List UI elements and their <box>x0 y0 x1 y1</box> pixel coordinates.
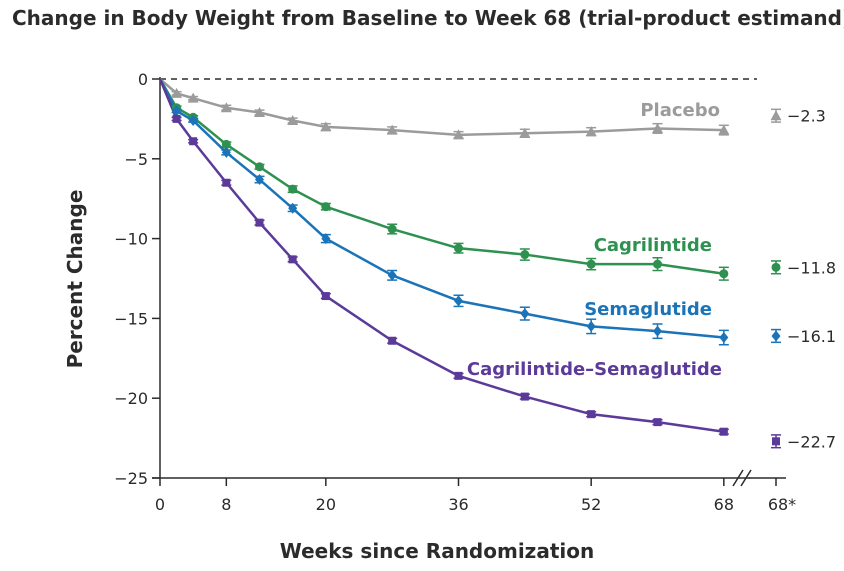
data-point-semaglutide <box>586 320 596 332</box>
final-value-label-semaglutide: −16.1 <box>787 327 836 346</box>
data-point-placebo <box>585 126 597 137</box>
x-axis-break-mark <box>740 469 752 487</box>
x-tick-label: 52 <box>581 495 601 514</box>
final-point-semaglutide <box>771 330 781 342</box>
final-point-cagrilintide <box>771 262 781 272</box>
x-tick-label: 0 <box>155 495 165 514</box>
series-label-semaglutide: Semaglutide <box>584 299 712 320</box>
x-tick-label-final: 68* <box>768 495 796 514</box>
data-point-semaglutide <box>255 174 264 186</box>
data-point-placebo <box>220 102 232 113</box>
x-axis-label: Weeks since Randomization <box>280 539 594 563</box>
data-point-placebo <box>171 87 183 98</box>
data-point-cagrilintide-semaglutide <box>321 292 330 301</box>
data-point-cagrilintide-semaglutide <box>454 371 463 380</box>
data-point-cagrilintide <box>288 184 298 194</box>
data-point-semaglutide <box>719 332 729 344</box>
x-axis-break-mark <box>732 469 744 487</box>
data-point-cagrilintide <box>586 259 596 269</box>
y-tick-label: −20 <box>114 389 148 408</box>
data-point-cagrilintide-semaglutide <box>388 336 397 345</box>
markers-layer <box>171 87 782 449</box>
data-point-semaglutide <box>653 325 662 337</box>
data-point-cagrilintide-semaglutide <box>222 178 231 187</box>
y-tick-label: −5 <box>124 150 148 169</box>
data-point-cagrilintide-semaglutide <box>653 418 662 427</box>
data-point-semaglutide <box>454 295 463 307</box>
data-point-cagrilintide <box>221 139 231 149</box>
data-point-cagrilintide-semaglutide <box>520 392 529 401</box>
data-point-cagrilintide-semaglutide <box>189 137 198 146</box>
data-point-cagrilintide <box>719 269 729 279</box>
data-point-cagrilintide-semaglutide <box>719 427 728 436</box>
data-point-placebo <box>287 114 299 125</box>
data-point-semaglutide <box>188 114 198 126</box>
data-point-semaglutide <box>172 105 182 117</box>
labels-layer: Placebo −2.3 Cagrilintide −11.8 Semaglutide −… <box>467 100 836 451</box>
data-point-cagrilintide <box>255 162 264 172</box>
data-point-placebo <box>386 124 398 135</box>
y-tick-label: −15 <box>114 309 148 328</box>
final-value-label-cagrilintide: −11.8 <box>787 258 836 277</box>
data-point-placebo <box>254 107 265 118</box>
data-point-cagrilintide <box>653 259 662 269</box>
data-point-semaglutide <box>221 146 231 158</box>
axes-layer: 0 −5 −10 −15 −20 −25 0 8 20 36 52 68 68* <box>114 70 796 514</box>
series-label-cagrilintide: Cagrilintide <box>594 235 712 256</box>
data-point-cagrilintide <box>387 224 397 234</box>
data-point-cagrilintide <box>321 202 331 212</box>
data-point-cagrilintide <box>520 250 530 260</box>
data-point-placebo <box>718 124 730 135</box>
x-tick-label: 36 <box>448 495 468 514</box>
data-point-placebo <box>453 129 464 140</box>
y-tick-label: −10 <box>114 230 148 249</box>
x-tick-label: 68 <box>714 495 734 514</box>
data-point-cagrilintide-semaglutide <box>587 410 596 419</box>
data-point-cagrilintide <box>454 243 463 253</box>
x-tick-label: 20 <box>316 495 336 514</box>
data-point-placebo <box>187 92 199 103</box>
data-point-semaglutide <box>520 308 530 320</box>
data-point-cagrilintide-semaglutide <box>255 218 264 227</box>
data-point-placebo <box>652 122 663 133</box>
final-point-cagrilintide-semaglutide <box>772 437 780 446</box>
y-tick-label: −25 <box>114 469 148 488</box>
data-point-placebo <box>519 127 531 138</box>
data-point-semaglutide <box>387 269 397 281</box>
y-axis-label: Percent Change <box>63 190 87 369</box>
series-label-cagrilintide-semaglutide: Cagrilintide–Semaglutide <box>467 359 722 380</box>
data-point-placebo <box>320 121 332 132</box>
data-point-cagrilintide-semaglutide <box>288 255 297 264</box>
x-tick-label: 8 <box>221 495 231 514</box>
series-line-placebo <box>159 78 724 137</box>
chart-title: Change in Body Weight from Baseline to W… <box>12 6 844 30</box>
final-value-label-placebo: −2.3 <box>787 107 826 126</box>
data-point-semaglutide <box>321 233 331 245</box>
data-point-semaglutide <box>288 202 298 214</box>
final-value-label-cagrilintide-semaglutide: −22.7 <box>787 432 836 451</box>
final-point-placebo <box>770 110 782 121</box>
y-tick-label: 0 <box>138 70 148 89</box>
data-point-cagrilintide-semaglutide <box>172 114 181 123</box>
series-label-placebo: Placebo <box>640 100 720 121</box>
